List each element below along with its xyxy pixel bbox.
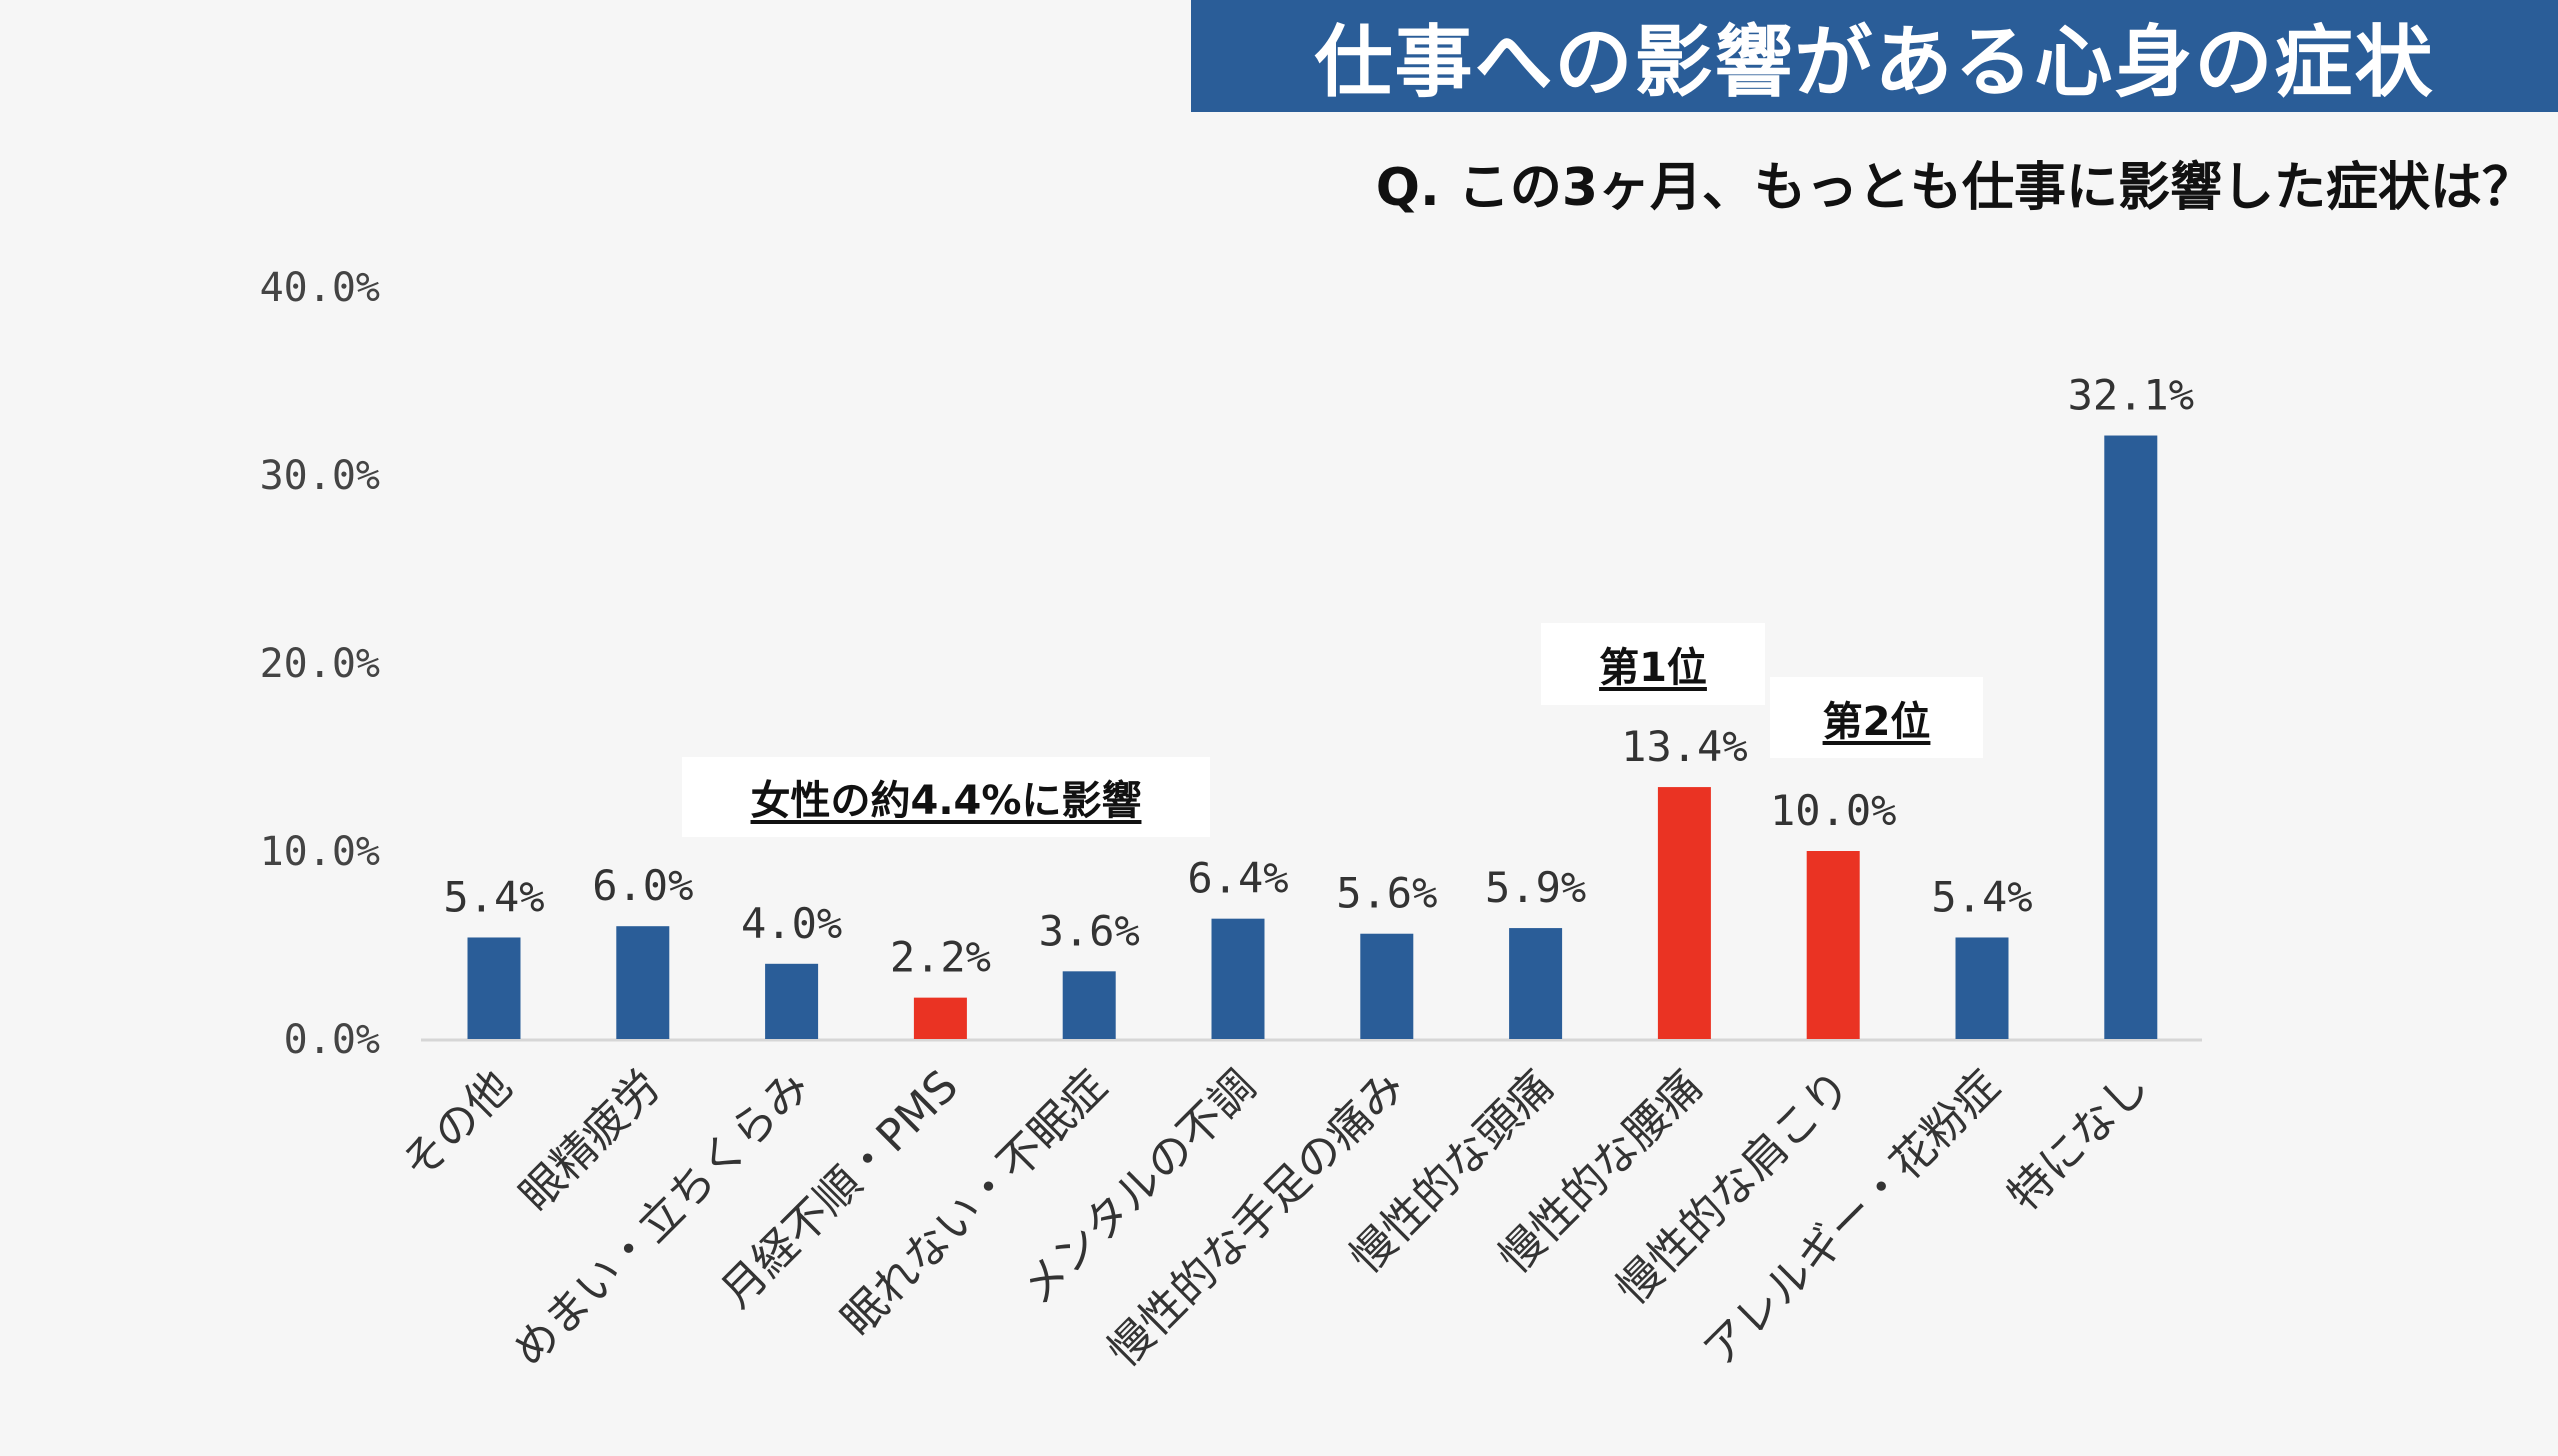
category-label: 特になし	[1998, 1061, 2159, 1222]
data-label: 5.4%	[1931, 872, 2032, 921]
bar	[765, 963, 819, 1039]
data-label: 32.1%	[2068, 371, 2194, 420]
data-label: 5.9%	[1485, 863, 1586, 912]
y-tick-label: 40.0%	[260, 265, 380, 311]
data-label: 5.6%	[1336, 869, 1437, 918]
data-label: 10.0%	[1770, 786, 1896, 835]
bar	[1657, 787, 1711, 1039]
chart-title: 仕事への影響がある心身の症状	[1191, 0, 2558, 112]
data-label: 13.4%	[1621, 722, 1747, 771]
annotation-rank2: 第2位	[1770, 677, 1983, 758]
bar	[1062, 971, 1116, 1039]
category-label: めまい・立ちくらみ	[503, 1061, 819, 1377]
data-label: 5.4%	[443, 872, 544, 921]
bar	[616, 926, 670, 1039]
y-tick-label: 30.0%	[260, 453, 380, 499]
bar	[1955, 937, 2009, 1039]
data-label: 3.6%	[1039, 906, 1140, 955]
y-tick-label: 10.0%	[260, 829, 380, 875]
annotation-rank1-text: 第1位	[1599, 645, 1707, 691]
y-tick-label: 0.0%	[284, 1017, 380, 1063]
bar	[467, 937, 521, 1039]
data-label: 6.4%	[1187, 854, 1288, 903]
category-label: 慢性的な手足の痛み	[1099, 1061, 1415, 1377]
data-label: 6.0%	[592, 861, 693, 910]
category-label: アレルギー・花粉症	[1694, 1061, 2010, 1377]
bar	[1211, 918, 1265, 1039]
data-label: 4.0%	[741, 899, 842, 948]
annotation-rank2-text: 第2位	[1822, 698, 1931, 745]
bar	[913, 997, 967, 1039]
annotation-rank1: 第1位	[1541, 623, 1765, 705]
category-label: その他	[392, 1061, 521, 1190]
y-tick-label: 20.0%	[260, 641, 380, 687]
category-label: 眠れない・不眠症	[832, 1061, 1117, 1346]
bar	[1806, 851, 1860, 1039]
bar	[1509, 928, 1563, 1039]
annotation-women: 女性の約4.4%に影響	[682, 757, 1210, 837]
annotation-women-text: 女性の約4.4%に影響	[750, 778, 1142, 824]
bar	[1360, 933, 1414, 1039]
chart-subtitle: Q. この3ヶ月、もっとも仕事に影響した症状は？	[1375, 158, 2534, 218]
data-label: 2.2%	[890, 933, 991, 982]
bar	[2104, 435, 2158, 1039]
